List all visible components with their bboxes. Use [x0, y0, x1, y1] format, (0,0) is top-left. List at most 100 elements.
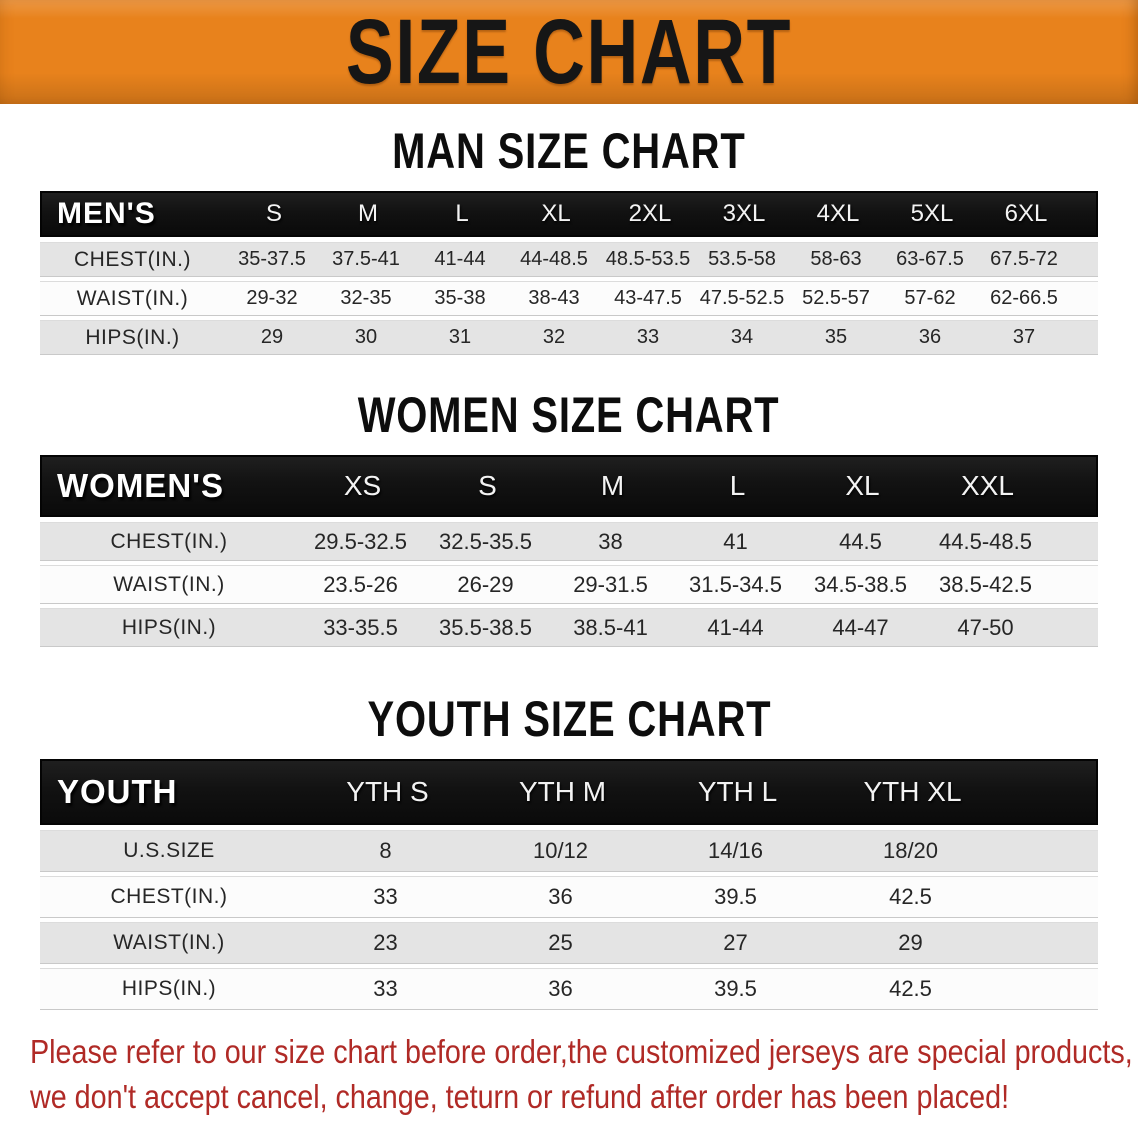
table-header-label: MEN'S [57, 197, 156, 230]
cell-value: 47.5-52.5 [699, 287, 785, 309]
cell-value: 33 [373, 884, 398, 909]
table-header-row: YOUTH YTH S YTH M YTH L YTH XL [40, 759, 1098, 825]
column-header: M [600, 470, 625, 501]
cell-value: 14/16 [707, 838, 764, 863]
cell-value: 39.5 [714, 884, 757, 909]
cell-value: 42.5 [889, 884, 932, 909]
row-label: HIPS(IN.) [121, 615, 217, 639]
cell-value: 63-67.5 [896, 248, 964, 270]
cell-value: 33 [636, 326, 660, 348]
cell-value: 8 [379, 838, 392, 863]
cell-value: 36 [548, 884, 573, 909]
cell-value: 32-35 [340, 287, 392, 309]
table-header-row: WOMEN'S XS S M L XL XXL [40, 455, 1098, 517]
column-header: 4XL [816, 200, 860, 227]
cell-value: 44.5 [839, 528, 882, 554]
cell-value: 23.5-26 [323, 571, 398, 597]
table-header-row: MEN'S S M L XL 2XL 3XL 4XL 5XL 6XL [40, 191, 1098, 237]
table-row: HIPS(IN.) 33-35.5 35.5-38.5 38.5-41 41-44 44-… [40, 609, 1098, 646]
row-label: WAIST(IN.) [113, 931, 225, 954]
women-section-heading: WOMEN SIZE CHART [0, 360, 1138, 442]
man-section-heading-text: MAN SIZE CHART [392, 123, 746, 179]
column-header: L [455, 200, 469, 227]
cell-value: 30 [354, 326, 378, 348]
cell-value: 58-63 [810, 248, 862, 270]
row-label: WAIST(IN.) [76, 286, 189, 310]
cell-value: 52.5-57 [802, 287, 870, 309]
cell-value: 36 [918, 326, 942, 348]
cell-value: 26-29 [457, 571, 514, 597]
column-header: XXL [961, 470, 1014, 501]
cell-value: 44-48.5 [520, 248, 588, 270]
row-label: CHEST(IN.) [110, 885, 228, 908]
cell-value: 37.5-41 [332, 248, 400, 270]
row-label: U.S.SIZE [123, 839, 215, 862]
cell-value: 53.5-58 [708, 248, 776, 270]
cell-value: 33-35.5 [323, 614, 398, 640]
row-label: HIPS(IN.) [121, 977, 217, 1000]
cell-value: 41-44 [434, 248, 486, 270]
youth-section-heading-text: YOUTH SIZE CHART [367, 691, 771, 747]
cell-value: 18/20 [882, 838, 939, 863]
cell-value: 25 [548, 930, 573, 955]
cell-value: 32.5-35.5 [439, 528, 532, 554]
cell-value: 41-44 [707, 614, 764, 640]
cell-value: 39.5 [714, 976, 757, 1001]
banner-title: SIZE CHART [345, 1, 793, 103]
cell-value: 38.5-41 [573, 614, 648, 640]
row-label: CHEST(IN.) [74, 247, 191, 271]
cell-value: 29 [260, 326, 284, 348]
cell-value: 41 [723, 528, 748, 554]
youth-section-heading: YOUTH SIZE CHART [0, 652, 1138, 746]
column-header: 6XL [1004, 200, 1048, 227]
cell-value: 43-47.5 [614, 287, 682, 309]
column-header: 3XL [722, 200, 766, 227]
cell-value: 67.5-72 [990, 248, 1058, 270]
column-header: YTH M [518, 776, 607, 807]
cell-value: 32 [542, 326, 566, 348]
cell-value: 29-31.5 [573, 571, 648, 597]
cell-value: 38 [598, 528, 623, 554]
table-row: WAIST(IN.) 29-32 32-35 35-38 38-43 43-47.5 47.… [40, 282, 1098, 315]
cell-value: 36 [548, 976, 573, 1001]
column-header: 5XL [910, 200, 954, 227]
cell-value: 34 [730, 326, 754, 348]
cell-value: 48.5-53.5 [605, 248, 691, 270]
column-header: L [729, 470, 746, 501]
table-row: U.S.SIZE 8 10/12 14/16 18/20 [40, 831, 1098, 871]
disclaimer-line: Please refer to our size chart before or… [30, 1033, 1133, 1070]
youth-size-table: YOUTH YTH S YTH M YTH L YTH XL U.S.SIZE 8 10/12… [40, 759, 1098, 1009]
table-header-label: WOMEN'S [57, 467, 225, 504]
table-row: CHEST(IN.) 29.5-32.5 32.5-35.5 38 41 44.5 44.5… [40, 523, 1098, 560]
cell-value: 47-50 [957, 614, 1014, 640]
disclaimer-line: we don't accept cancel, change, teturn o… [30, 1078, 1010, 1115]
cell-value: 31.5-34.5 [689, 571, 782, 597]
cell-value: 44.5-48.5 [939, 528, 1032, 554]
table-row: WAIST(IN.) 23 25 27 29 [40, 923, 1098, 963]
cell-value: 62-66.5 [990, 287, 1058, 309]
cell-value: 34.5-38.5 [814, 571, 907, 597]
row-label: CHEST(IN.) [110, 529, 228, 553]
table-row: CHEST(IN.) 35-37.5 37.5-41 41-44 44-48.5 48.5… [40, 243, 1098, 276]
column-header: YTH S [346, 776, 429, 807]
cell-value: 31 [448, 326, 472, 348]
column-header: YTH XL [863, 776, 962, 807]
row-label: WAIST(IN.) [113, 572, 225, 596]
row-label: HIPS(IN.) [85, 325, 180, 349]
cell-value: 38-43 [528, 287, 580, 309]
cell-value: 35 [824, 326, 848, 348]
women-section-heading-text: WOMEN SIZE CHART [358, 387, 780, 443]
cell-value: 27 [723, 930, 748, 955]
cell-value: 23 [373, 930, 398, 955]
banner: SIZE CHART [0, 0, 1138, 104]
women-size-table: WOMEN'S XS S M L XL XXL CHEST(IN.) 29.5-32.5 32.5… [40, 455, 1098, 646]
man-section-heading: MAN SIZE CHART [0, 104, 1138, 178]
cell-value: 44-47 [832, 614, 889, 640]
column-header: YTH L [697, 776, 778, 807]
cell-value: 29-32 [246, 287, 298, 309]
column-header: S [478, 470, 497, 501]
cell-value: 38.5-42.5 [939, 571, 1032, 597]
men-size-table: MEN'S S M L XL 2XL 3XL 4XL 5XL 6XL CHEST(IN.) 35-37… [40, 191, 1098, 354]
column-header: XS [343, 470, 382, 501]
